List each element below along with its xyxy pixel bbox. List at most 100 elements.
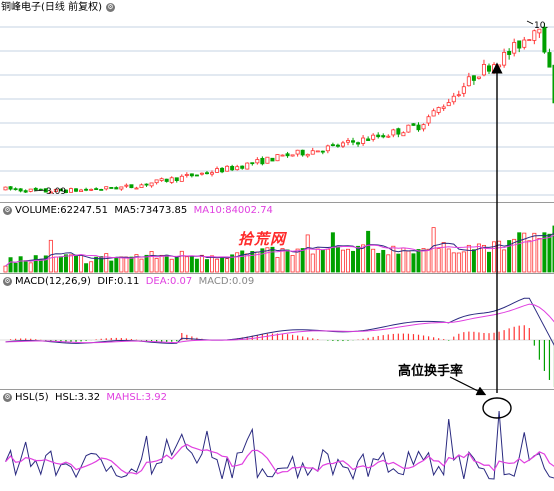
candle-body [537,28,542,34]
volume-bar [280,248,285,273]
candle-body [300,149,305,156]
candle-body [149,182,154,187]
volume-bar-chart [3,225,554,273]
candle-body [436,107,441,113]
volume-bar [210,255,215,273]
candle-body [366,138,371,141]
panel-divider [0,202,554,203]
candle-body [53,188,58,193]
price-panel-header: 铜峰电子(日线 前复权) ⚙ [0,0,554,16]
candle-body [260,157,265,165]
turnover-rate-chart [5,410,554,481]
volume-bar [154,258,159,273]
volume-bar [149,251,154,273]
volume-bar [522,232,527,273]
settings-gear-icon[interactable]: ⚙ [105,3,115,12]
volume-bar [542,232,547,273]
candle-body [184,174,189,176]
ma5-value: 73473.85 [139,205,188,216]
volume-bar [446,248,451,273]
volume-bar [68,254,73,273]
volume-bar [426,248,431,273]
candle-body [527,39,532,42]
candle-body [250,162,255,165]
candle-body [3,186,8,191]
hsl-value: 3.32 [77,392,101,403]
dif-label: DIF [97,276,114,287]
settings-gear-icon[interactable]: ⚙ [3,277,12,286]
candle-body [542,26,547,53]
candle-body [99,188,104,191]
volume-bar [356,245,361,273]
volume-bar [33,255,38,273]
volume-bar [386,254,391,273]
candle-body [204,172,209,175]
candle-body [13,188,18,191]
candle-body [446,102,451,107]
candle-body [391,129,396,136]
volume-bar [179,250,184,273]
volume-bar [235,252,240,273]
mahsl-line [5,443,554,475]
candle-body [396,128,401,135]
panel-divider [0,273,554,274]
candle-body [159,178,164,181]
volume-bar [502,249,507,273]
candle-body [466,76,471,87]
candle-body [48,191,53,194]
panel-divider [0,389,554,390]
macd-dea-line [5,303,554,344]
volume-bar [396,253,401,273]
candle-body [144,183,149,186]
candle-body [189,173,194,177]
candle-body [129,184,134,189]
candle-body [340,142,345,147]
volume-bar [492,241,497,273]
settings-gear-icon[interactable]: ⚙ [3,206,12,215]
volume-bar [411,253,416,273]
volume-bar [451,252,456,273]
volume-bar [532,232,537,273]
volume-bar [89,261,94,273]
volume-bar [84,263,89,273]
candle-body [68,188,73,193]
candle-body [8,186,13,190]
volume-bar [18,256,23,273]
volume-bar [38,259,43,273]
candle-body [335,144,340,147]
volume-bar [270,246,275,273]
volume-bar [250,251,255,273]
volume-bar [144,254,149,273]
candle-body [441,106,446,109]
candle-body [487,65,492,72]
candle-body [199,172,204,175]
volume-bar [184,256,189,273]
volume-bar [139,258,144,273]
candle-body [512,42,517,54]
candle-body [215,168,220,173]
candle-body [230,166,235,171]
settings-gear-icon[interactable]: ⚙ [3,393,12,402]
candle-body [325,145,330,152]
hsl-line [5,410,554,481]
volume-bar [310,253,315,273]
annotation-arrow-pointer [449,376,487,396]
volume-bar [471,249,476,273]
candle-body [79,189,84,192]
candle-body [194,174,199,177]
candle-body [451,95,456,103]
volume-bar [466,244,471,273]
candle-body [461,86,466,94]
mahsl-value: 3.92 [144,392,167,403]
volume-bar [295,248,300,273]
candle-body [522,39,527,48]
hsl-panel: ⚙ HSL(5) HSL: 3.32 MAHSL: 3.92 [0,390,554,491]
volume-bar [230,254,235,273]
hsl-panel-header: ⚙ HSL(5) HSL: 3.32 MAHSL: 3.92 [0,390,554,406]
candle-body [371,134,376,140]
candle-body [28,188,33,192]
candle-body [356,142,361,145]
mahsl-label: MAHSL [106,392,142,403]
macd-panel-header: ⚙ MACD(12,26,9) DIF: 0.11 DEA: 0.07 MACD:… [0,274,554,290]
